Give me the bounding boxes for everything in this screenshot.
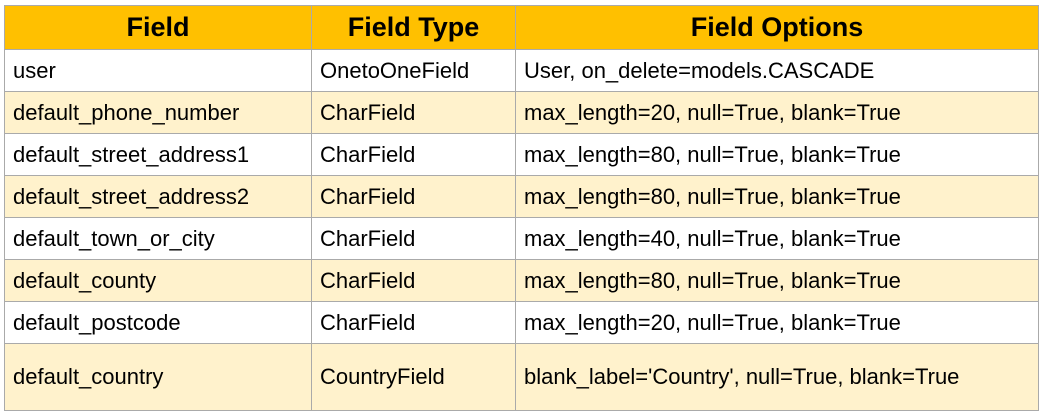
cell-field-type: CharField [311, 259, 516, 302]
cell-field-options: max_length=80, null=True, blank=True [515, 133, 1039, 176]
header-field-options: Field Options [515, 5, 1039, 50]
cell-field-type: CountryField [311, 343, 516, 411]
cell-field: default_town_or_city [4, 217, 312, 260]
table-row: user OnetoOneField User, on_delete=model… [4, 49, 1039, 92]
table-row: default_postcode CharField max_length=20… [4, 301, 1039, 344]
cell-field: default_postcode [4, 301, 312, 344]
cell-field-options: max_length=40, null=True, blank=True [515, 217, 1039, 260]
cell-field: default_street_address2 [4, 175, 312, 218]
table-row: default_phone_number CharField max_lengt… [4, 91, 1039, 134]
header-field: Field [4, 5, 312, 50]
cell-field-options: max_length=80, null=True, blank=True [515, 175, 1039, 218]
cell-field-type: CharField [311, 91, 516, 134]
cell-field-options: max_length=20, null=True, blank=True [515, 301, 1039, 344]
cell-field-type: OnetoOneField [311, 49, 516, 92]
cell-field: default_county [4, 259, 312, 302]
field-table: Field Field Type Field Options user Onet… [4, 5, 1039, 411]
table-header-row: Field Field Type Field Options [4, 5, 1039, 50]
cell-field-type: CharField [311, 301, 516, 344]
field-table-wrapper: Field Field Type Field Options user Onet… [4, 5, 1039, 411]
cell-field: default_phone_number [4, 91, 312, 134]
cell-field-options: User, on_delete=models.CASCADE [515, 49, 1039, 92]
cell-field-type: CharField [311, 217, 516, 260]
table-row: default_county CharField max_length=80, … [4, 259, 1039, 302]
cell-field-options: max_length=20, null=True, blank=True [515, 91, 1039, 134]
cell-field: default_country [4, 343, 312, 411]
table-row: default_street_address2 CharField max_le… [4, 175, 1039, 218]
table-row: default_town_or_city CharField max_lengt… [4, 217, 1039, 260]
cell-field: user [4, 49, 312, 92]
table-row: default_street_address1 CharField max_le… [4, 133, 1039, 176]
cell-field-options: max_length=80, null=True, blank=True [515, 259, 1039, 302]
table-row: default_country CountryField blank_label… [4, 343, 1039, 411]
cell-field-type: CharField [311, 175, 516, 218]
cell-field-options: blank_label='Country', null=True, blank=… [515, 343, 1039, 411]
cell-field: default_street_address1 [4, 133, 312, 176]
header-field-type: Field Type [311, 5, 516, 50]
cell-field-type: CharField [311, 133, 516, 176]
